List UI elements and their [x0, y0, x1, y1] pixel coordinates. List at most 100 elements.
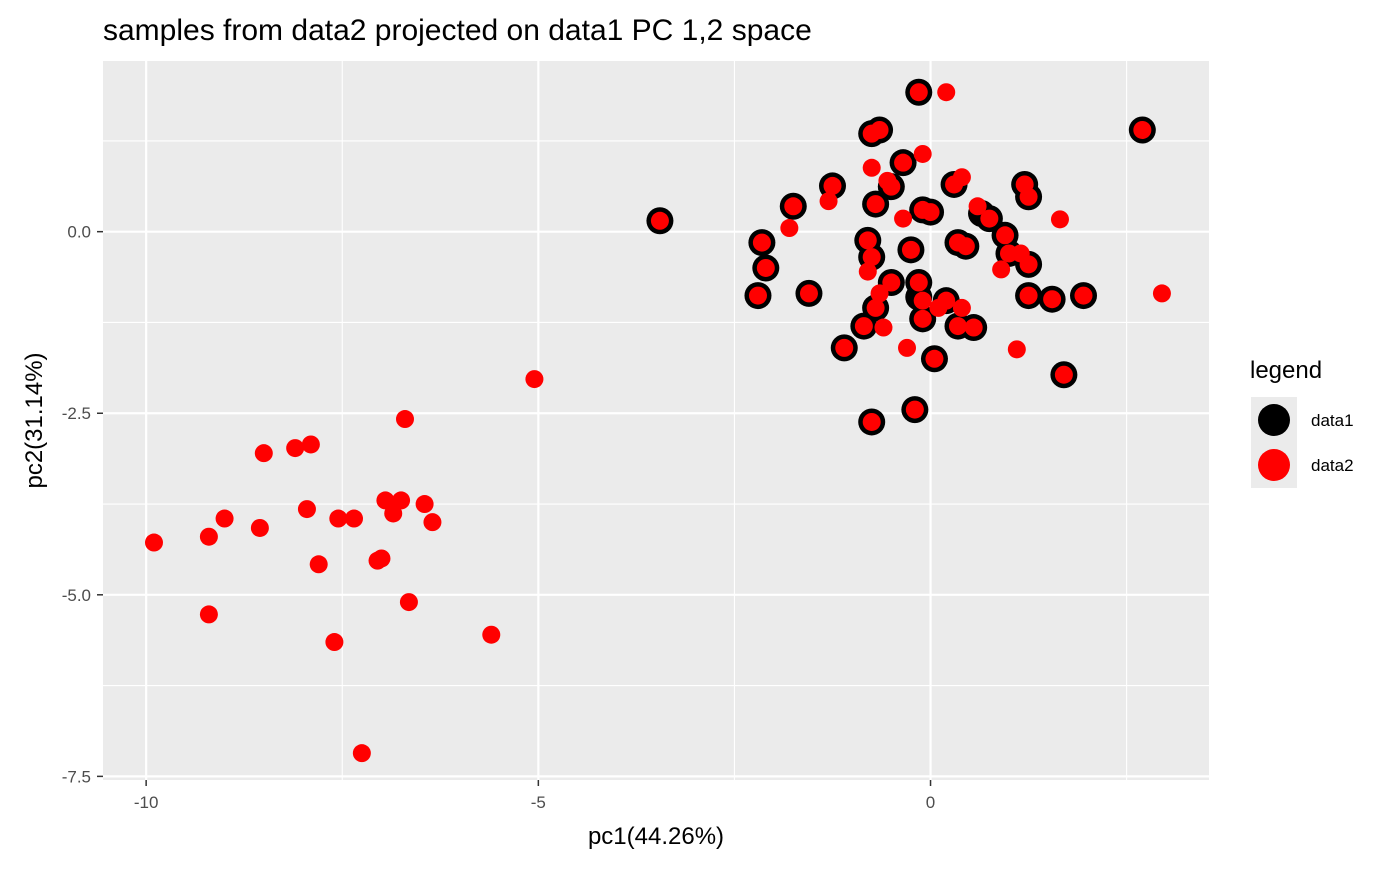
data-point-data2: [752, 233, 771, 252]
x-axis-ticks: -10 -5 0: [134, 780, 935, 812]
data-point-data2: [1152, 284, 1171, 303]
data-point-data2: [1019, 187, 1038, 206]
data-point-data2: [297, 500, 316, 519]
minor-gridlines: [103, 61, 1209, 780]
data-point-data2: [1019, 286, 1038, 305]
data-point-data2: [921, 203, 940, 222]
data-point-data2: [384, 504, 403, 523]
y-axis-title: pc2(31.14%): [21, 352, 48, 488]
data-point-data2: [1007, 340, 1026, 359]
y-axis-ticks: 0.0 -2.5 -5.0 -7.5: [62, 223, 103, 786]
major-gridlines: [103, 61, 1209, 780]
data-point-data2: [913, 291, 932, 310]
x-axis-title: pc1(44.26%): [588, 823, 724, 850]
data-point-data2: [254, 444, 273, 463]
data-point-data2: [996, 226, 1015, 245]
data-point-data2: [650, 211, 669, 230]
data-point-data2: [423, 513, 442, 532]
data-point-data2: [858, 231, 877, 250]
data-point-data2: [913, 309, 932, 328]
data-point-data2: [854, 317, 873, 336]
plot-panel: [103, 61, 1209, 780]
data-point-data2: [862, 158, 881, 177]
data-point-data2: [780, 219, 799, 238]
data-point-data2: [894, 153, 913, 172]
data-point-data2: [823, 176, 842, 195]
data-point-data2: [309, 555, 328, 574]
data-point-data2: [858, 262, 877, 281]
data-point-data2: [392, 491, 411, 510]
data-point-data2: [415, 495, 434, 514]
data-point-data2: [913, 144, 932, 163]
data-point-data2: [1074, 286, 1093, 305]
data-point-data2: [937, 291, 956, 310]
y-tick-label: -2.5: [62, 404, 91, 423]
data-point-data2: [952, 168, 971, 187]
data-point-data2: [898, 338, 917, 357]
data-point-data2: [376, 491, 395, 510]
data-point-data2: [937, 83, 956, 102]
data-point-data2: [870, 284, 889, 303]
data-point-data2: [952, 298, 971, 317]
data-point-data2: [799, 284, 818, 303]
data-point-data2: [905, 400, 924, 419]
data-point-data2: [301, 435, 320, 454]
chart-title: samples from data2 projected on data1 PC…: [103, 14, 812, 47]
data-point-data2: [286, 439, 305, 458]
data-point-data2: [964, 318, 983, 337]
data-point-data2: [329, 509, 348, 528]
y-tick-label: 0.0: [67, 223, 91, 242]
data-point-data2: [866, 195, 885, 214]
legend-title: legend: [1250, 357, 1322, 384]
data-point-data2: [980, 209, 999, 228]
x-tick-label: -5: [531, 793, 546, 812]
data-point-data2: [1019, 255, 1038, 274]
data-point-data2: [756, 258, 775, 277]
data-point-data2: [250, 518, 269, 537]
legend-label-data2: data2: [1311, 456, 1354, 475]
data-point-data2: [1054, 365, 1073, 384]
data-point-data2: [1133, 120, 1152, 139]
data-point-data2: [909, 273, 928, 292]
data-point-data2: [874, 318, 893, 337]
data-point-data2: [956, 237, 975, 256]
data-point-data2: [748, 286, 767, 305]
data-point-data2: [992, 260, 1011, 279]
data-point-data2: [870, 120, 889, 139]
data-point-data2: [352, 744, 371, 763]
data-point-data2: [199, 605, 218, 624]
data-point-data2: [399, 593, 418, 612]
data-point-data2: [525, 370, 544, 389]
y-tick-label: -5.0: [62, 586, 91, 605]
data-point-data2: [862, 412, 881, 431]
data-point-data2: [372, 549, 391, 568]
data-point-data2: [882, 273, 901, 292]
data-point-data2: [325, 633, 344, 652]
data-point-data2: [909, 83, 928, 102]
data-point-data2: [482, 625, 501, 644]
legend: legend data1 data2: [1250, 357, 1354, 488]
data-point-data2: [215, 509, 234, 528]
legend-key-data2: [1258, 449, 1290, 481]
data-point-data2: [901, 240, 920, 259]
data-point-data2: [345, 509, 364, 528]
data-point-data2: [395, 410, 414, 429]
series-data2-points: [144, 83, 1171, 763]
data-point-data2: [878, 171, 897, 190]
data-point-data2: [199, 527, 218, 546]
data-point-data2: [144, 533, 163, 552]
data-point-data2: [835, 338, 854, 357]
data-point-data2: [894, 209, 913, 228]
legend-label-data1: data1: [1311, 411, 1354, 430]
data-point-data2: [862, 248, 881, 267]
data-point-data2: [784, 197, 803, 216]
data-point-data2: [925, 349, 944, 368]
y-tick-label: -7.5: [62, 767, 91, 786]
x-tick-label: -10: [134, 793, 159, 812]
data-point-data2: [968, 197, 987, 216]
data-point-data2: [1043, 290, 1062, 309]
data-point-data2: [948, 317, 967, 336]
x-tick-label: 0: [926, 793, 935, 812]
